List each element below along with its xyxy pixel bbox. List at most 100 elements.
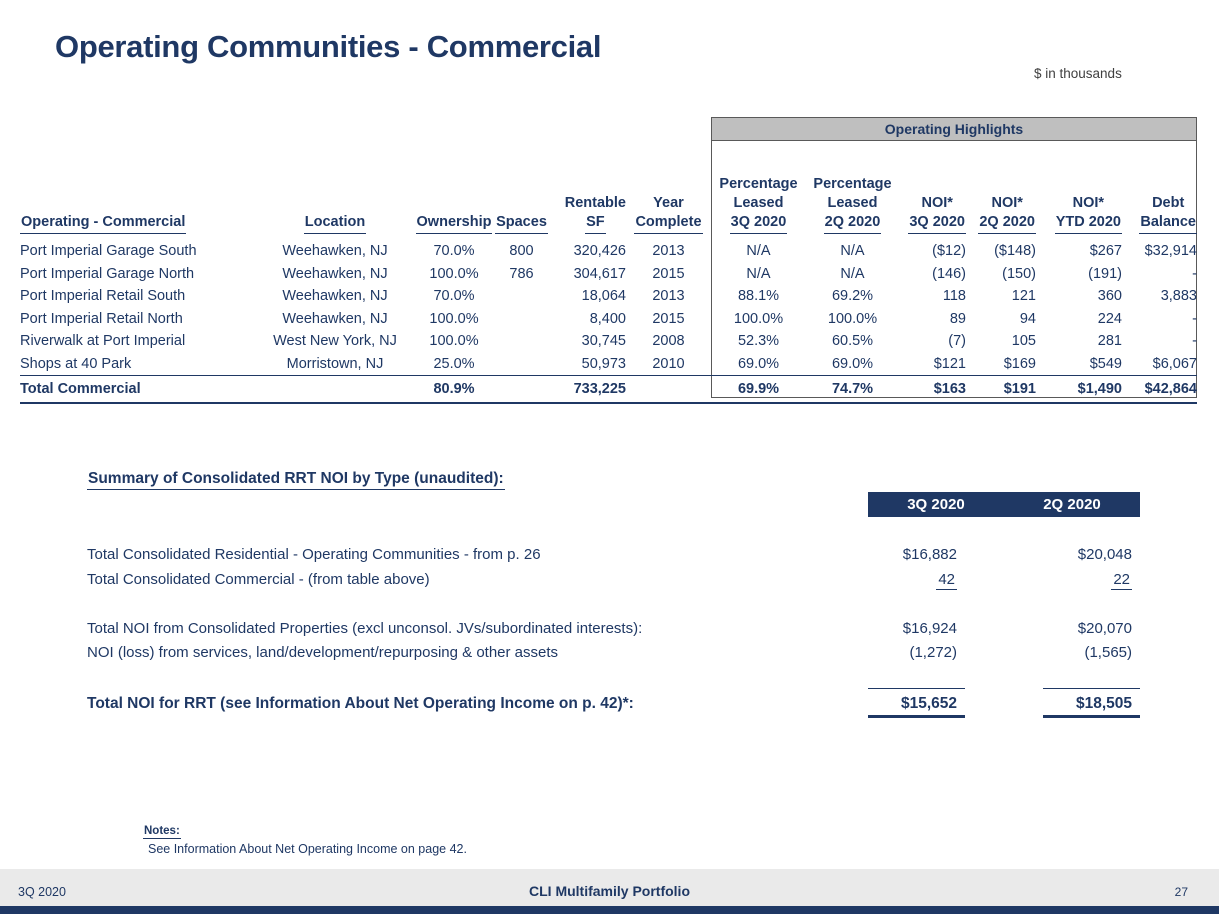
table-row: Riverwalk at Port Imperial West New York…: [20, 330, 1197, 353]
table-cell: Port Imperial Garage South: [20, 243, 197, 260]
footer-band: [0, 869, 1219, 906]
table-row: Port Imperial Garage North Weehawken, NJ…: [20, 263, 1197, 286]
table-cell: 8,400: [589, 310, 626, 327]
table-cell: 2015: [652, 310, 685, 327]
summary-total-value-2q: $18,505: [1043, 688, 1140, 718]
summary-total-row: Total NOI for RRT (see Information About…: [0, 688, 1219, 718]
table-cell: 320,426: [573, 243, 626, 260]
table-cell: 224: [1097, 310, 1122, 327]
table-cell: $549: [1089, 355, 1122, 372]
summary-row-value-3q: (1,272): [909, 644, 957, 661]
table-cell: ($12): [932, 243, 966, 260]
summary-row-label: Total NOI from Consolidated Properties (…: [87, 620, 643, 637]
summary-row-value-2q: $20,070: [1077, 620, 1132, 637]
table-cell: 80.9%: [415, 375, 493, 404]
table-cell: $1,490: [1036, 375, 1122, 404]
table-cell: 52.3%: [737, 333, 780, 350]
table-cell: Port Imperial Retail North: [20, 310, 183, 327]
table-cell: 100.0%: [429, 310, 479, 327]
table-cell: ($148): [994, 243, 1036, 260]
table-cell: 786: [509, 265, 534, 282]
col-header-operating-commercial: Operating - Commercial: [20, 150, 255, 240]
table-cell: $121: [933, 355, 966, 372]
table-cell: [626, 375, 711, 404]
table-cell: Weehawken, NJ: [282, 288, 388, 305]
table-cell: 94: [1019, 310, 1036, 327]
table-cell: 69.2%: [831, 288, 874, 305]
table-cell: 733,225: [550, 375, 626, 404]
table-cell: 25.0%: [433, 355, 475, 372]
table-cell: 121: [1011, 288, 1036, 305]
table-cell: (7): [948, 333, 966, 350]
table-cell: (146): [932, 265, 966, 282]
summary-row-value-3q: $16,924: [902, 620, 957, 637]
units-note: $ in thousands: [1034, 66, 1122, 81]
table-cell: 30,745: [581, 333, 626, 350]
operating-highlights-header: Operating Highlights: [712, 118, 1196, 141]
summary-row-label: Total Consolidated Commercial - (from ta…: [87, 571, 430, 588]
col-header-noi-3q2020: NOI* 3Q 2020: [899, 150, 966, 240]
table-cell: [493, 353, 550, 376]
col-header-debt-balance: Debt Balance: [1122, 150, 1197, 240]
summary-row-value-2q: (1,565): [1084, 644, 1132, 661]
table-cell: $163: [899, 375, 966, 404]
notes-heading: Notes:: [143, 825, 181, 839]
summary-period-2q2020: 2Q 2020: [1043, 496, 1101, 513]
table-row: Port Imperial Retail North Weehawken, NJ…: [20, 308, 1197, 331]
table-cell: 100.0%: [827, 310, 878, 327]
table-cell: 100.0%: [733, 310, 784, 327]
summary-row-value-3q: $16,882: [902, 546, 957, 563]
col-header-year-complete: Year Complete: [626, 150, 711, 240]
col-header-pct-leased-2q2020: Percentage Leased 2Q 2020: [806, 150, 899, 240]
table-row: Shops at 40 Park Morristown, NJ 25.0% 50…: [20, 353, 1197, 376]
table-cell: 2015: [652, 265, 685, 282]
table-cell: [493, 285, 550, 308]
table-header-row: Operating - Commercial Location Ownershi…: [20, 150, 1197, 240]
col-header-pct-leased-3q2020: Percentage Leased 3Q 2020: [711, 150, 806, 240]
table-cell: 100.0%: [429, 333, 479, 350]
table-cell: $267: [1089, 243, 1122, 260]
table-cell: Morristown, NJ: [286, 355, 384, 372]
footer-accent-bar: [0, 906, 1219, 914]
table-cell: Weehawken, NJ: [282, 265, 388, 282]
footer-quarter-label: 3Q 2020: [18, 885, 66, 899]
col-header-ownership: Ownership: [415, 150, 493, 240]
col-header-spaces: Spaces: [493, 150, 550, 240]
table-cell: N/A: [746, 243, 771, 260]
table-cell: 69.9%: [711, 375, 806, 404]
table-cell: -: [1192, 310, 1197, 327]
summary-period-3q2020: 3Q 2020: [907, 496, 965, 513]
table-cell: 2010: [652, 355, 685, 372]
table-cell: 18,064: [581, 288, 626, 305]
footer-title: CLI Multifamily Portfolio: [529, 883, 690, 899]
table-cell: (150): [1002, 265, 1036, 282]
table-cell: 3,883: [1160, 288, 1197, 305]
table-cell: [493, 330, 550, 353]
table-cell: 69.0%: [831, 355, 874, 372]
col-header-noi-ytd2020: NOI* YTD 2020: [1036, 150, 1122, 240]
summary-row-value-3q: 42: [936, 571, 957, 590]
table-cell: -: [1192, 333, 1197, 350]
table-cell: 70.0%: [433, 243, 475, 260]
table-cell: [493, 308, 550, 331]
table-cell: 74.7%: [806, 375, 899, 404]
col-header-noi-2q2020: NOI* 2Q 2020: [966, 150, 1036, 240]
table-cell: $191: [966, 375, 1036, 404]
operating-commercial-table: Operating - Commercial Location Ownershi…: [20, 150, 1197, 404]
summary-row: NOI (loss) from services, land/developme…: [0, 644, 1219, 666]
table-cell: Riverwalk at Port Imperial: [20, 333, 186, 350]
table-cell: Port Imperial Retail South: [20, 288, 186, 305]
summary-heading: Summary of Consolidated RRT NOI by Type …: [87, 470, 505, 490]
table-cell: N/A: [746, 265, 771, 282]
table-cell: 800: [509, 243, 534, 260]
table-cell: [493, 375, 550, 404]
notes-text: See Information About Net Operating Inco…: [148, 842, 467, 856]
summary-row-value-2q: $20,048: [1077, 546, 1132, 563]
summary-row: Total Consolidated Commercial - (from ta…: [0, 571, 1219, 593]
table-cell: 105: [1011, 333, 1036, 350]
table-cell: Weehawken, NJ: [282, 243, 388, 260]
table-cell: $42,864: [1122, 375, 1197, 404]
footer-page-number: 27: [1174, 885, 1188, 899]
table-cell: 69.0%: [737, 355, 780, 372]
summary-total-value-3q: $15,652: [868, 688, 965, 718]
